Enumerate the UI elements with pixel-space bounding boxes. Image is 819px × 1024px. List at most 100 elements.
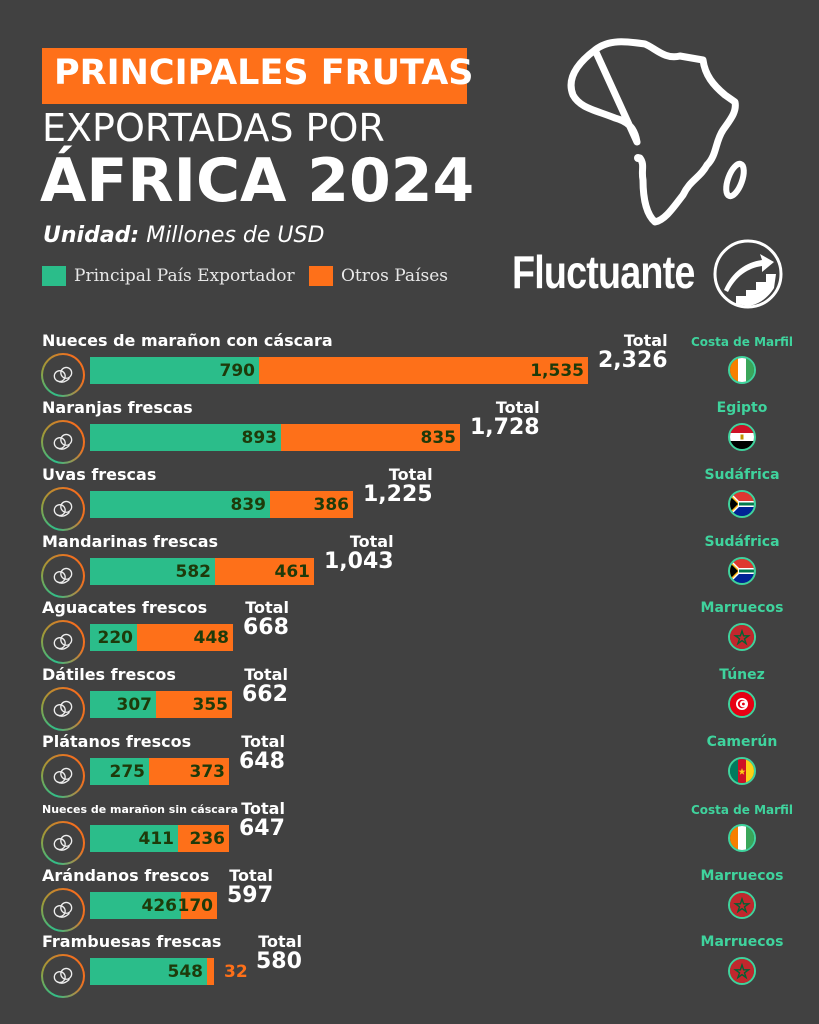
total-value: 648 [239, 749, 285, 774]
morocco-flag-icon [728, 623, 756, 651]
value-principal: 275 [109, 761, 146, 782]
bar-principal: 790 [90, 357, 259, 384]
egypt-flag-icon [728, 423, 756, 451]
total-block: Total 668 [243, 598, 289, 639]
chart-row: Naranjas frescas 893 835 Total 1,728 Egipto [0, 398, 819, 465]
country-name: Sudáfrica [704, 534, 780, 550]
total-block: Total 2,326 [598, 331, 668, 372]
chart-row: Mandarinas frescas 582 461 Total 1,043 Sudáfr… [0, 532, 819, 599]
row-label: Naranjas frescas [42, 398, 193, 417]
bar-principal: 426 [90, 892, 181, 919]
tangerine-icon [41, 554, 85, 598]
stacked-bar: 582 461 [90, 558, 314, 585]
total-value: 647 [239, 816, 285, 841]
africa-map-icon [567, 38, 747, 226]
bar-otros: 461 [215, 558, 314, 585]
value-otros: 386 [313, 494, 350, 515]
total-block: Total 597 [227, 866, 273, 907]
total-label: Total [245, 598, 289, 617]
orange-icon [41, 420, 85, 464]
total-block: Total 1,225 [363, 465, 433, 506]
country-name: Marruecos [700, 868, 784, 884]
title-line-3: ÁFRICA 2024 [40, 146, 475, 216]
country-name: Túnez [719, 667, 765, 683]
country-name: Marruecos [700, 600, 784, 616]
cameroon-flag-icon [728, 757, 756, 785]
value-principal: 582 [175, 561, 212, 582]
bar-otros: 373 [149, 758, 229, 785]
chart-row: Dátiles frescos 307 355 Total 662 Túnez [0, 665, 819, 732]
value-principal: 893 [241, 427, 278, 448]
value-otros: 32 [224, 962, 248, 982]
row-label: Mandarinas frescas [42, 532, 219, 551]
row-label: Aguacates frescos [42, 598, 208, 617]
bar-otros: 448 [137, 624, 233, 651]
stacked-bar: 548 [90, 958, 214, 985]
bar-principal: 411 [90, 825, 178, 852]
row-label: Dátiles frescos [42, 665, 176, 684]
stacked-bar: 893 835 [90, 424, 460, 451]
legend-label: Principal País Exportador [74, 266, 295, 286]
value-otros: 835 [420, 427, 457, 448]
total-value: 1,043 [324, 549, 394, 574]
chart-row: Frambuesas frescas 548 32 Total 580 Marruecos [0, 932, 819, 999]
value-principal: 839 [230, 494, 267, 515]
bar-otros: 170 [178, 892, 217, 919]
cashew-nut-icon [41, 821, 85, 865]
value-principal: 411 [138, 828, 175, 849]
bar-otros: 236 [178, 825, 229, 852]
banana-icon [41, 754, 85, 798]
total-block: Total 648 [239, 732, 285, 773]
cashew-icon [41, 353, 85, 397]
value-otros: 1,535 [530, 360, 584, 381]
bar-otros: 355 [156, 691, 232, 718]
total-value: 1,728 [470, 415, 540, 440]
value-otros: 448 [193, 627, 230, 648]
morocco-flag-icon [728, 891, 756, 919]
total-label: Total [388, 465, 433, 484]
tunisia-flag-icon [728, 690, 756, 718]
morocco-flag-icon [728, 957, 756, 985]
total-block: Total 1,728 [470, 398, 540, 439]
total-label: Total [258, 932, 302, 951]
total-label: Total [623, 331, 668, 350]
title-banner [42, 48, 467, 104]
total-label: Total [495, 398, 540, 417]
chart-row: Plátanos frescos 275 373 Total 648 Camerún [0, 732, 819, 799]
value-otros: 355 [192, 694, 229, 715]
ivory-coast-flag-icon [728, 356, 756, 384]
bar-otros: 386 [270, 491, 353, 518]
legend-swatch-green [42, 266, 66, 286]
stacked-bar: 426 170 [90, 892, 217, 919]
total-label: Total [229, 866, 273, 885]
country-name: Sudáfrica [704, 467, 780, 483]
total-block: Total 1,043 [324, 532, 394, 573]
south-africa-flag-icon [728, 490, 756, 518]
total-label: Total [349, 532, 394, 551]
chart-row: Aguacates frescos 220 448 Total 668 Marruecos [0, 598, 819, 665]
country-name: Marruecos [700, 934, 784, 950]
value-principal: 426 [141, 895, 178, 916]
bar-principal: 548 [90, 958, 207, 985]
value-principal: 307 [116, 694, 153, 715]
row-label: Uvas frescas [42, 465, 157, 484]
bar-principal: 839 [90, 491, 270, 518]
country-name: Egipto [716, 400, 768, 416]
total-value: 662 [242, 682, 288, 707]
value-otros: 461 [274, 561, 311, 582]
grapes-icon [41, 487, 85, 531]
row-label: Nueces de marañon con cáscara [42, 331, 333, 350]
row-label: Nueces de marañon sin cáscara [42, 803, 239, 816]
unit-subtitle: Unidad: Millones de USD [43, 223, 324, 248]
total-value: 580 [256, 949, 302, 974]
value-otros: 373 [189, 761, 226, 782]
country-name: Camerún [706, 734, 778, 750]
bar-principal: 582 [90, 558, 215, 585]
legend-item-otros: Otros Países [309, 266, 448, 286]
value-principal: 790 [219, 360, 256, 381]
bar-otros: 1,535 [259, 357, 588, 384]
legend-swatch-orange [309, 266, 333, 286]
chart-row: Nueces de marañon con cáscara 790 1,535 Tot… [0, 331, 819, 398]
value-otros: 236 [189, 828, 226, 849]
stacked-bar: 411 236 [90, 825, 229, 852]
